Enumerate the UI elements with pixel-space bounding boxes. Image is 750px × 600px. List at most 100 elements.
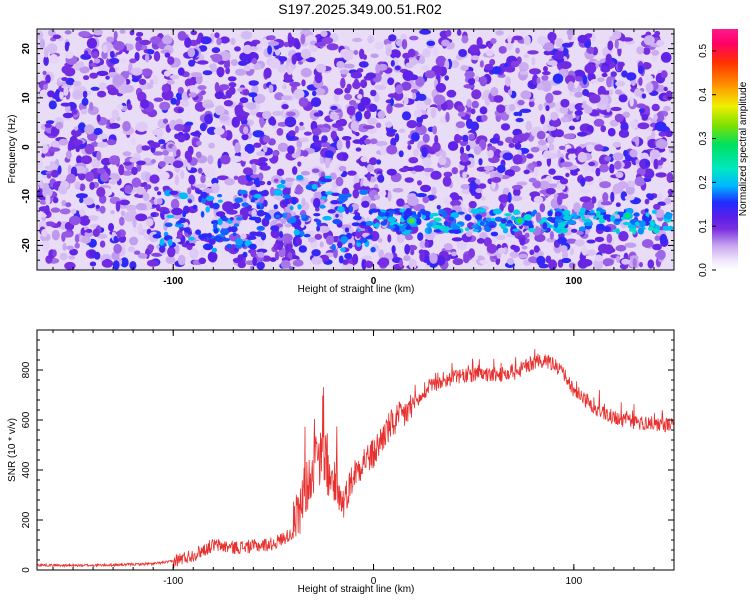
- heatmap-blob: [559, 106, 569, 114]
- heatmap-blob: [228, 82, 237, 88]
- heatmap-blob: [549, 231, 555, 240]
- heatmap-blob: [649, 149, 661, 159]
- heatmap-blob: [266, 35, 271, 41]
- heatmap-blob: [177, 254, 186, 266]
- heatmap-y-tick-label: -10: [21, 189, 32, 204]
- heatmap-blob: [141, 68, 153, 77]
- heatmap-blob: [390, 137, 397, 147]
- heatmap-blob: [197, 35, 202, 45]
- snr-y-tick-label: 0: [21, 567, 32, 573]
- heatmap-blob: [422, 196, 430, 204]
- heatmap-signal-blob: [559, 227, 569, 234]
- heatmap-blob: [468, 77, 476, 86]
- heatmap-blob: [41, 229, 48, 237]
- heatmap-blob: [121, 170, 133, 176]
- heatmap-signal-blob: [433, 217, 442, 222]
- heatmap-blob: [665, 130, 673, 138]
- heatmap-blob: [52, 196, 59, 204]
- snr-y-tick-label: 600: [21, 411, 32, 428]
- heatmap-blob: [55, 121, 64, 130]
- heatmap-blob: [108, 223, 114, 232]
- heatmap-blob: [581, 246, 588, 256]
- heatmap-blob: [618, 129, 630, 138]
- heatmap-blob: [470, 108, 476, 115]
- heatmap-frame: [36, 28, 675, 271]
- heatmap-blob: [159, 171, 170, 180]
- heatmap-blob: [136, 144, 142, 154]
- colorbar-gradient: [712, 29, 738, 270]
- heatmap-signal-blob: [443, 221, 449, 226]
- heatmap-blob: [479, 76, 488, 87]
- heatmap-signal-blob: [221, 237, 230, 242]
- snr-x-ticks: -100 0 100: [52, 330, 675, 587]
- heatmap-signal-blob: [441, 210, 448, 218]
- heatmap-blob: [356, 68, 364, 73]
- heatmap-signal-blob: [200, 211, 205, 218]
- heatmap-blob: [485, 49, 494, 57]
- heatmap-blob: [136, 160, 146, 166]
- heatmap-blob: [74, 242, 80, 249]
- heatmap-blob: [276, 168, 285, 176]
- heatmap-blob: [147, 49, 155, 55]
- heatmap-blob: [69, 215, 81, 226]
- heatmap-blob: [478, 158, 483, 166]
- heatmap-blob: [284, 223, 292, 228]
- heatmap-blob: [176, 149, 181, 158]
- heatmap-blob: [79, 66, 90, 74]
- heatmap-blob: [528, 177, 537, 183]
- heatmap-blob: [417, 93, 427, 101]
- heatmap-signal-blob: [479, 221, 485, 226]
- heatmap-signal-blob: [178, 192, 189, 200]
- heatmap-blob: [510, 60, 520, 68]
- heatmap-blob: [214, 91, 224, 100]
- heatmap-blob: [97, 141, 109, 148]
- heatmap-blob: [352, 188, 360, 199]
- heatmap-blob: [644, 74, 654, 81]
- snr-x-tick-label: 0: [371, 576, 377, 587]
- heatmap-blob: [98, 133, 108, 140]
- heatmap-blob: [487, 41, 493, 49]
- heatmap-signal-blob: [554, 211, 562, 217]
- heatmap-hotspot: [516, 218, 523, 224]
- heatmap-signal-blob: [553, 221, 559, 229]
- heatmap-signal-blob: [400, 225, 406, 232]
- heatmap-blob: [407, 144, 412, 150]
- heatmap-blob: [605, 53, 613, 65]
- heatmap-signal-blob: [167, 239, 173, 246]
- heatmap-blob: [242, 213, 248, 221]
- heatmap-blob: [597, 177, 603, 183]
- heatmap-blob: [593, 118, 605, 127]
- heatmap-blob: [52, 249, 57, 257]
- heatmap-blob: [651, 130, 656, 139]
- heatmap-blob: [202, 70, 213, 76]
- heatmap-blob: [65, 150, 72, 160]
- heatmap-signal-blob: [293, 229, 300, 236]
- heatmap-blob: [541, 75, 549, 81]
- heatmap-blob: [664, 197, 672, 205]
- colorbar-tick-label: 0.0: [698, 263, 709, 277]
- heatmap-blob: [538, 263, 549, 269]
- heatmap-blob: [330, 105, 338, 111]
- heatmap-blob: [431, 186, 437, 196]
- heatmap-signal-blob: [279, 230, 284, 239]
- heatmap-blob: [93, 127, 103, 136]
- heatmap-blob: [468, 133, 475, 141]
- heatmap-blob: [452, 258, 464, 266]
- heatmap-signal-blob: [316, 219, 322, 227]
- heatmap-blob: [39, 179, 44, 189]
- heatmap-blob: [622, 111, 631, 119]
- heatmap-blob: [211, 53, 223, 63]
- heatmap-blob: [584, 63, 597, 74]
- heatmap-blob: [122, 151, 132, 157]
- heatmap-blob: [422, 157, 433, 168]
- heatmap-blob: [79, 215, 91, 226]
- heatmap-blob: [311, 256, 323, 265]
- heatmap-signal-blob: [337, 206, 345, 213]
- heatmap-signal-blob: [513, 209, 520, 215]
- heatmap-blob: [106, 139, 117, 146]
- heatmap-blob: [457, 111, 466, 117]
- heatmap-blob: [560, 61, 572, 70]
- heatmap-blob: [487, 149, 494, 159]
- heatmap-blob: [188, 92, 197, 98]
- heatmap-blob: [398, 128, 406, 133]
